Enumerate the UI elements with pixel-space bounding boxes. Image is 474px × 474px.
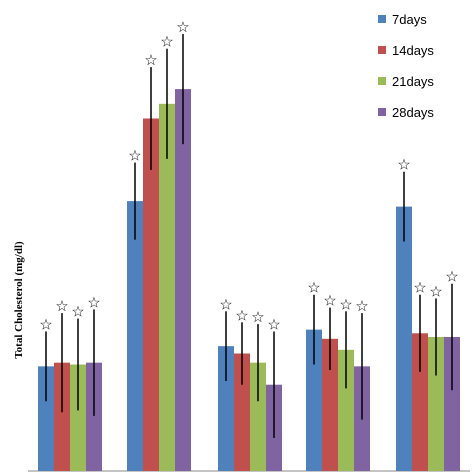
bar-7days-group-5 xyxy=(396,206,412,471)
bar-7days-group-2 xyxy=(127,201,143,471)
bar-7days-group-3 xyxy=(218,346,234,471)
legend: 7days 14days 21days 28days xyxy=(378,12,434,120)
legend-swatch-21days xyxy=(378,77,386,85)
bar-21days-group-4 xyxy=(338,349,354,471)
y-axis-label: Total Cholesterol (mg/dl) xyxy=(13,241,25,359)
bar-14days-group-2 xyxy=(143,118,159,471)
significance-star-icon: ☆ xyxy=(128,147,141,165)
bar-14days-group-3 xyxy=(234,353,250,471)
significance-star-icon: ☆ xyxy=(323,292,336,310)
significance-star-icon: ☆ xyxy=(144,51,157,69)
bar-14days-group-1 xyxy=(54,362,70,471)
significance-star-icon: ☆ xyxy=(71,303,84,321)
significance-star-icon: ☆ xyxy=(87,293,100,311)
legend-swatch-28days xyxy=(378,108,386,116)
bar-14days-group-5 xyxy=(412,333,428,471)
bar-21days-group-3 xyxy=(250,362,266,471)
bar-28days-group-1 xyxy=(86,362,102,471)
bars-group: ☆☆☆☆☆☆☆☆☆☆☆☆☆☆☆☆☆☆☆☆ xyxy=(38,18,460,472)
bar-7days-group-4 xyxy=(306,329,322,471)
significance-star-icon: ☆ xyxy=(219,295,232,313)
significance-star-icon: ☆ xyxy=(160,33,173,51)
significance-star-icon: ☆ xyxy=(251,308,264,326)
legend-swatch-14days xyxy=(378,46,386,54)
significance-star-icon: ☆ xyxy=(55,297,68,315)
significance-star-icon: ☆ xyxy=(176,18,189,36)
bar-28days-group-2 xyxy=(175,89,191,471)
significance-star-icon: ☆ xyxy=(339,295,352,313)
bar-7days-group-1 xyxy=(38,366,54,471)
significance-star-icon: ☆ xyxy=(267,315,280,333)
bar-14days-group-4 xyxy=(322,338,338,471)
significance-star-icon: ☆ xyxy=(429,282,442,300)
bar-21days-group-1 xyxy=(70,364,86,471)
legend-label-7days: 7days xyxy=(392,12,427,27)
legend-label-14days: 14days xyxy=(392,43,434,58)
bar-21days-group-5 xyxy=(428,336,444,471)
significance-star-icon: ☆ xyxy=(413,279,426,297)
legend-label-21days: 21days xyxy=(392,74,434,89)
significance-star-icon: ☆ xyxy=(445,268,458,286)
legend-label-28days: 28days xyxy=(392,105,434,120)
significance-star-icon: ☆ xyxy=(235,306,248,324)
legend-swatch-7days xyxy=(378,15,386,23)
significance-star-icon: ☆ xyxy=(397,156,410,174)
significance-star-icon: ☆ xyxy=(307,279,320,297)
significance-star-icon: ☆ xyxy=(355,297,368,315)
bar-28days-group-5 xyxy=(444,336,460,471)
bar-21days-group-2 xyxy=(159,103,175,472)
significance-star-icon: ☆ xyxy=(39,315,52,333)
